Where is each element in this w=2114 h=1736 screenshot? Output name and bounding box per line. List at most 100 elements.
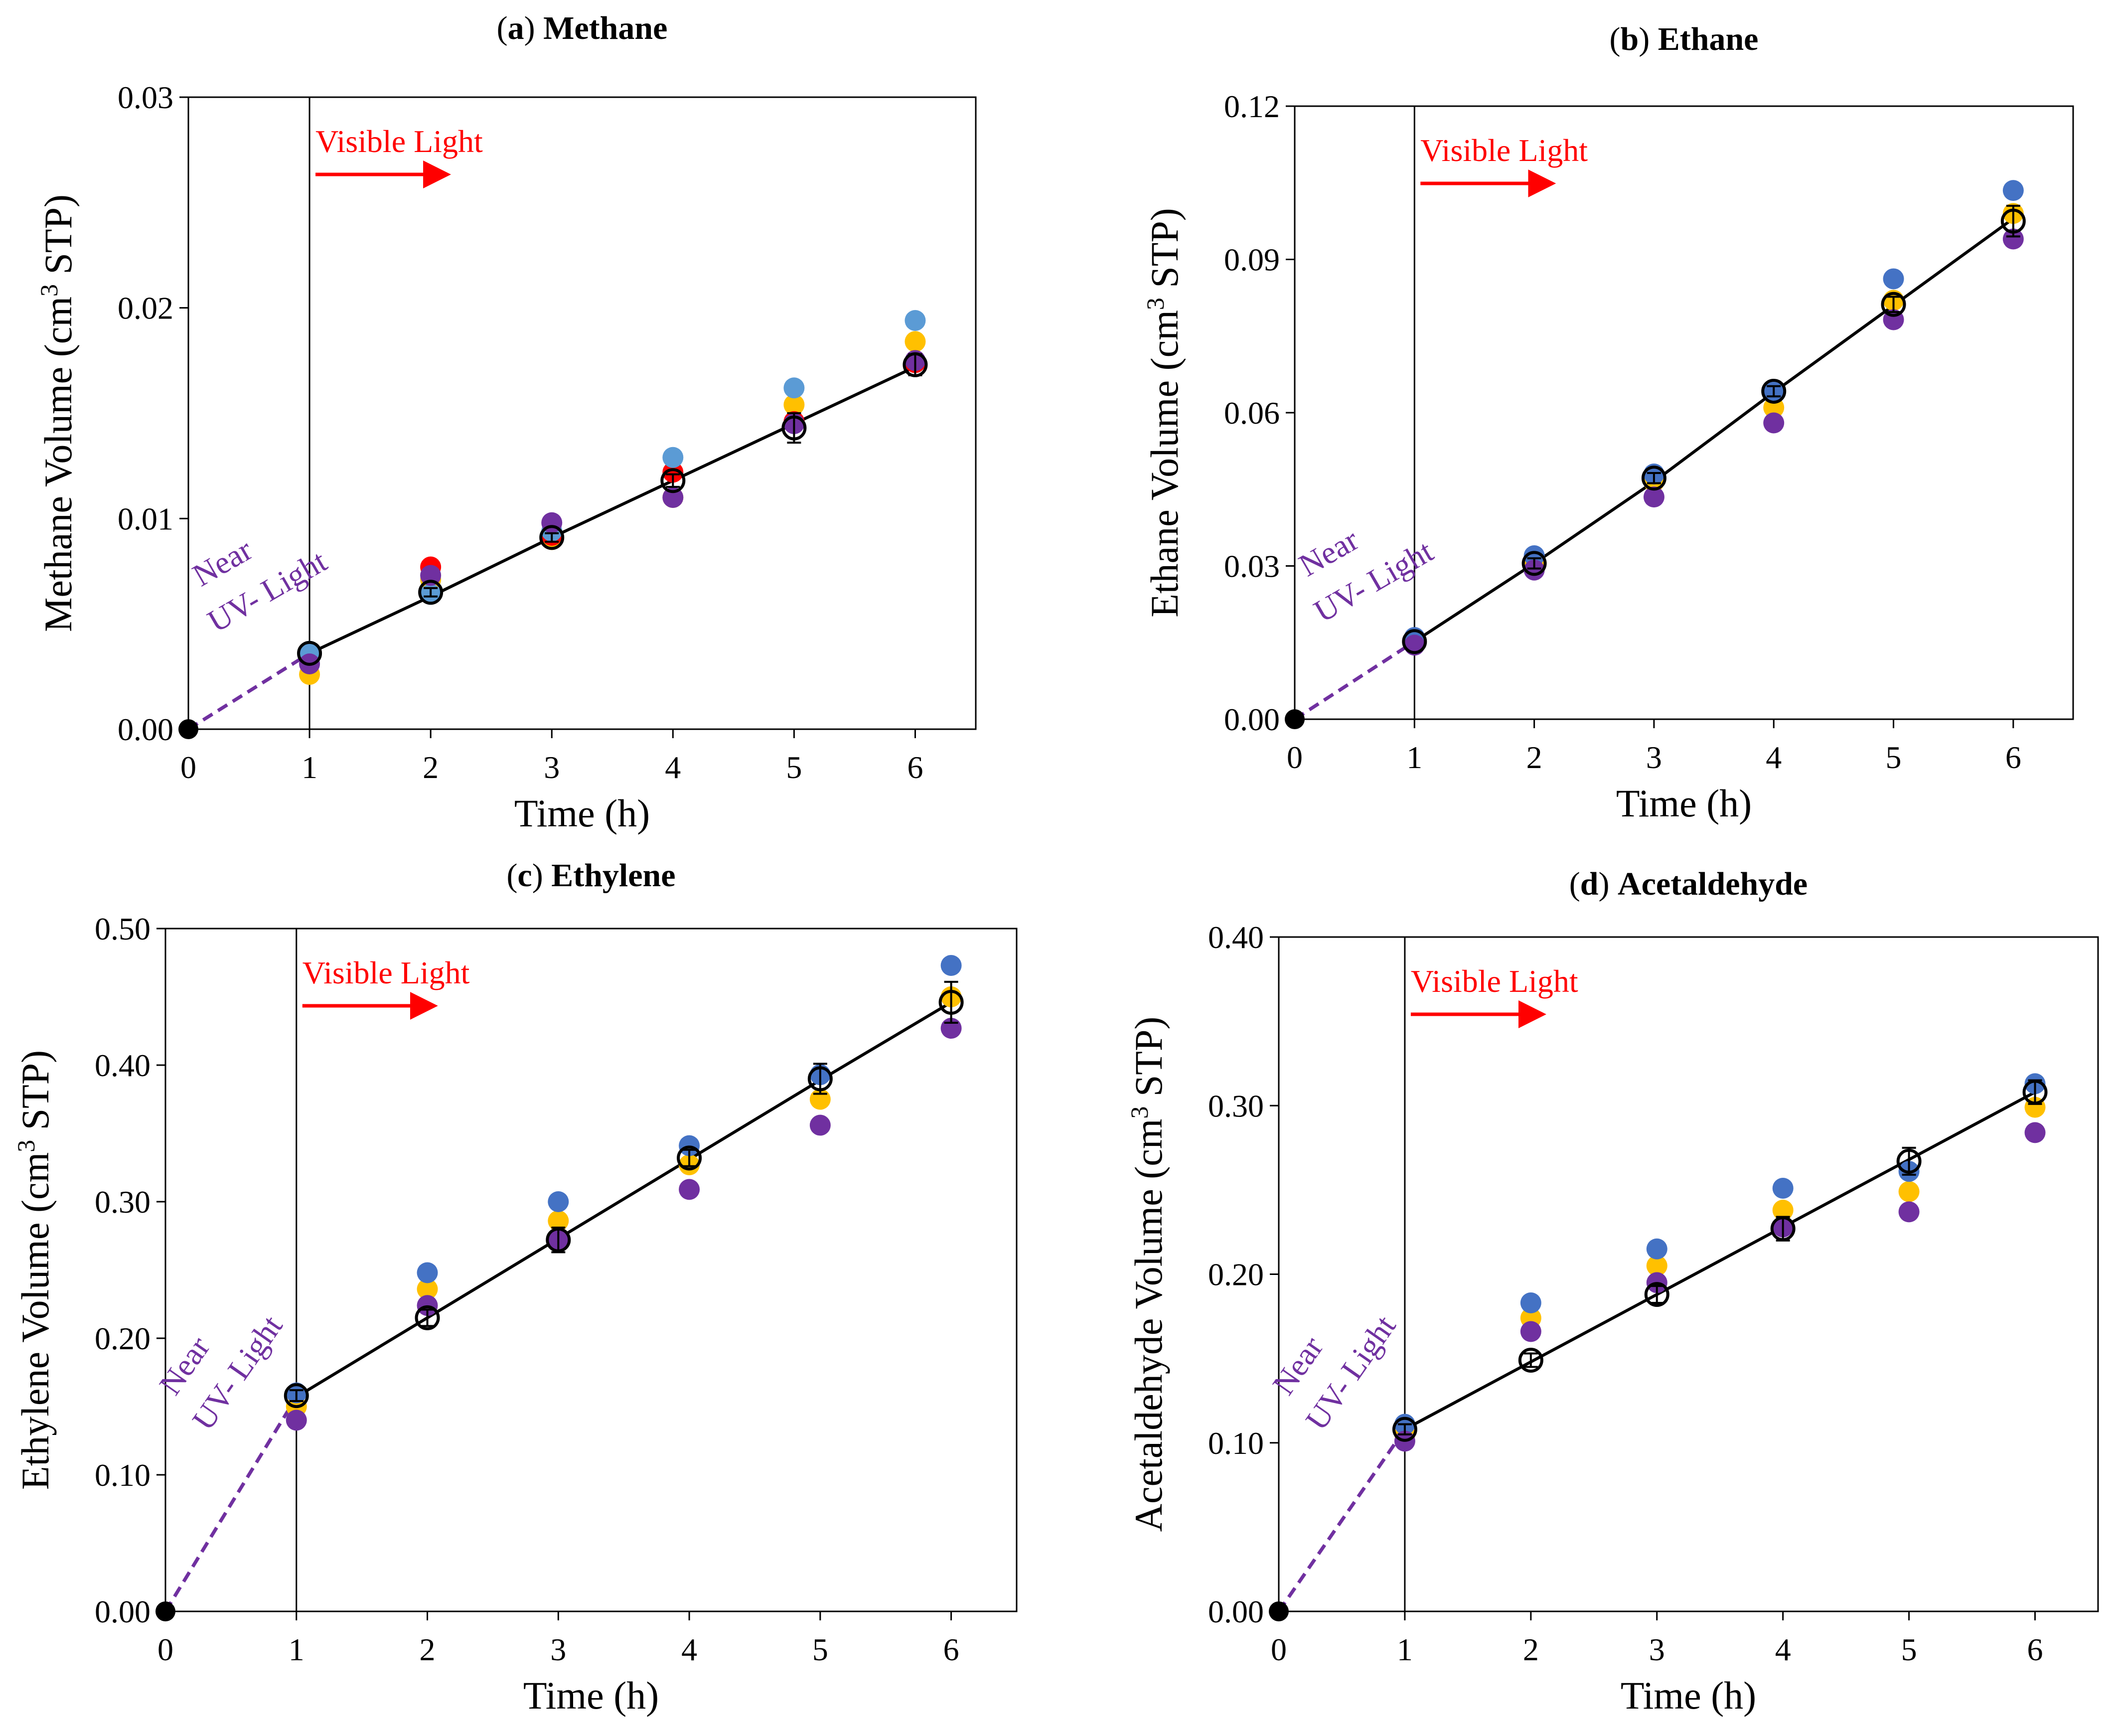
plot-area bbox=[164, 928, 1018, 1612]
chart-panel-a: (a) Methane 0.00 0.01 0.02 0.03 0 1 2 3 4 5 6 Time (… bbox=[35, 10, 977, 835]
title-name: Acetaldehyde bbox=[1618, 866, 1808, 902]
x-tick-label: 3 bbox=[1646, 740, 1662, 775]
data-point-blue bbox=[2002, 180, 2024, 201]
chart-title: (b) Ethane bbox=[1610, 21, 1759, 57]
data-point-purple bbox=[2002, 228, 2024, 250]
y-tick-label: 0.06 bbox=[1224, 395, 1280, 431]
data-point-blue bbox=[940, 954, 962, 976]
fit-line bbox=[1404, 1091, 2036, 1431]
x-tick-label: 1 bbox=[302, 750, 317, 785]
mean-point bbox=[1518, 1348, 1543, 1373]
mean-point bbox=[1641, 466, 1666, 491]
x-tick-label: 4 bbox=[681, 1632, 697, 1667]
mean-point bbox=[546, 1227, 571, 1253]
data-point-yellow bbox=[1772, 1199, 1794, 1221]
x-tick-label: 5 bbox=[812, 1632, 828, 1667]
mean-point bbox=[1644, 1282, 1669, 1307]
x-tick-label: 6 bbox=[907, 750, 923, 785]
y-tick-label: 0.00 bbox=[1224, 702, 1280, 737]
data-point-yellow bbox=[905, 331, 926, 352]
chart-panel-d: (d) Acetaldehyde 0.00 0.10 0.20 0.30 0.40 0 1 2 3… bbox=[1125, 866, 2099, 1717]
chart-title: (d) Acetaldehyde bbox=[1569, 866, 1808, 902]
data-point-purple bbox=[1898, 1201, 1920, 1223]
x-axis-label: Time (h) bbox=[514, 791, 650, 835]
x-tick-label: 1 bbox=[1397, 1632, 1413, 1667]
data-point-purple bbox=[1520, 1321, 1541, 1342]
y-tick-label: 0.20 bbox=[1208, 1257, 1264, 1292]
visible-light-label: Visible Light bbox=[1420, 133, 1588, 168]
x-tick-label: 2 bbox=[423, 750, 439, 785]
data-point-purple bbox=[1523, 559, 1545, 581]
mean-point bbox=[903, 352, 928, 377]
data-point-lightblue bbox=[662, 447, 684, 468]
data-point-yellow bbox=[1898, 1181, 1920, 1202]
plot-area bbox=[187, 96, 977, 730]
x-axis-label: Time (h) bbox=[523, 1674, 659, 1717]
data-point-purple bbox=[809, 1114, 831, 1136]
data-point-yellow bbox=[548, 1210, 569, 1232]
data-point-purple bbox=[420, 565, 442, 586]
fit-line bbox=[308, 365, 916, 655]
y-tick-label: 0.03 bbox=[118, 80, 173, 115]
data-point-purple bbox=[662, 487, 684, 508]
mean-point bbox=[677, 1145, 702, 1171]
y-tick-label: 0.01 bbox=[118, 501, 173, 536]
x-axis-label: Time (h) bbox=[1621, 1674, 1756, 1717]
mean-point bbox=[1896, 1148, 1922, 1174]
mean-point bbox=[1770, 1216, 1796, 1242]
visible-light-label: Visible Light bbox=[302, 955, 470, 990]
x-tick-label: 0 bbox=[1287, 740, 1303, 775]
plot-area bbox=[1278, 936, 2099, 1612]
x-tick-label: 6 bbox=[2027, 1632, 2043, 1667]
x-tick-label: 1 bbox=[1406, 740, 1422, 775]
origin-point bbox=[155, 1601, 175, 1621]
data-point-blue bbox=[1646, 1238, 1667, 1260]
mean-point bbox=[807, 1066, 833, 1092]
x-tick-label: 3 bbox=[1649, 1632, 1665, 1667]
x-tick-label: 6 bbox=[2005, 740, 2021, 775]
x-tick-label: 6 bbox=[943, 1632, 959, 1667]
title-name: Ethylene bbox=[551, 857, 675, 894]
data-point-red bbox=[662, 462, 684, 483]
data-point-yellow bbox=[1646, 1255, 1667, 1276]
mean-point bbox=[938, 989, 964, 1015]
mean-point bbox=[1761, 378, 1787, 404]
y-tick-label: 0.30 bbox=[1208, 1088, 1264, 1123]
plot-area bbox=[1294, 105, 2074, 720]
chart-title: (a) Methane bbox=[497, 10, 668, 46]
data-point-blue bbox=[548, 1191, 569, 1212]
mean-point bbox=[2022, 1080, 2048, 1105]
chart-panel-b: (b) Ethane 0.00 0.03 0.06 0.09 0.12 0 1 2 3 4 5 6 Tim… bbox=[1141, 21, 2074, 825]
x-tick-label: 0 bbox=[1271, 1632, 1287, 1667]
visible-light-label: Visible Light bbox=[315, 124, 483, 159]
y-tick-label: 0.40 bbox=[1208, 920, 1264, 955]
mean-point bbox=[415, 1305, 440, 1330]
x-tick-label: 3 bbox=[550, 1632, 566, 1667]
y-tick-label: 0.00 bbox=[95, 1594, 151, 1629]
mean-point bbox=[781, 415, 807, 441]
mean-point bbox=[660, 468, 686, 493]
data-point-purple bbox=[679, 1179, 700, 1200]
x-tick-label: 5 bbox=[786, 750, 802, 785]
y-tick-label: 0.03 bbox=[1224, 549, 1280, 584]
data-point-blue bbox=[1772, 1177, 1794, 1199]
mean-point bbox=[2000, 208, 2026, 234]
origin-point bbox=[1269, 1601, 1289, 1621]
x-tick-label: 4 bbox=[665, 750, 681, 785]
y-tick-label: 0.10 bbox=[95, 1457, 151, 1493]
data-point-blue bbox=[417, 1262, 438, 1283]
data-point-purple bbox=[1763, 412, 1785, 434]
mean-point bbox=[1881, 292, 1906, 317]
x-tick-label: 5 bbox=[1901, 1632, 1917, 1667]
y-tick-label: 0.40 bbox=[95, 1048, 151, 1083]
mean-point bbox=[418, 580, 444, 605]
uv-light-line bbox=[1294, 640, 1416, 721]
y-axis-label: Ethylene Volume (cm3 STP) bbox=[12, 1050, 57, 1490]
y-tick-label: 0.09 bbox=[1224, 242, 1280, 278]
x-tick-label: 2 bbox=[420, 1632, 436, 1667]
y-tick-label: 0.12 bbox=[1224, 89, 1280, 124]
mean-point bbox=[1392, 1417, 1417, 1442]
title-name: Methane bbox=[543, 10, 667, 46]
